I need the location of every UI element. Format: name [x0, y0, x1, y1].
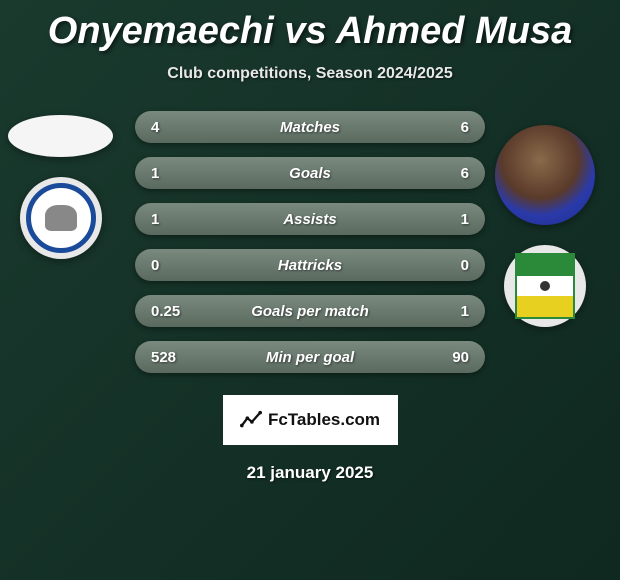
- stat-label: Goals: [289, 165, 331, 182]
- ball-icon: [540, 281, 550, 291]
- chart-icon: [240, 409, 262, 431]
- stat-label: Hattricks: [278, 257, 342, 274]
- page-title: Onyemaechi vs Ahmed Musa: [0, 0, 620, 53]
- stat-row-goals: 1 Goals 6: [135, 157, 485, 189]
- right-player-column: [495, 125, 595, 327]
- stat-row-gpm: 0.25 Goals per match 1: [135, 295, 485, 327]
- left-club-badge: [20, 177, 102, 259]
- branding-text: FcTables.com: [268, 410, 380, 430]
- stat-row-matches: 4 Matches 6: [135, 111, 485, 143]
- stat-right-value: 6: [429, 119, 469, 136]
- stat-label: Goals per match: [251, 303, 369, 320]
- stat-row-assists: 1 Assists 1: [135, 203, 485, 235]
- stat-left-value: 528: [151, 349, 191, 366]
- date-label: 21 january 2025: [0, 463, 620, 483]
- right-club-badge: [504, 245, 586, 327]
- stat-label: Min per goal: [266, 349, 354, 366]
- stat-row-mpg: 528 Min per goal 90: [135, 341, 485, 373]
- left-player-photo: [8, 115, 113, 157]
- stat-label: Assists: [283, 211, 336, 228]
- right-player-photo: [495, 125, 595, 225]
- left-player-column: [8, 115, 113, 259]
- stat-row-hattricks: 0 Hattricks 0: [135, 249, 485, 281]
- stat-left-value: 0.25: [151, 303, 191, 320]
- stat-label: Matches: [280, 119, 340, 136]
- stat-left-value: 1: [151, 211, 191, 228]
- stat-right-value: 1: [429, 303, 469, 320]
- stat-right-value: 1: [429, 211, 469, 228]
- stat-left-value: 4: [151, 119, 191, 136]
- right-club-badge-inner: [515, 253, 575, 319]
- stat-right-value: 0: [429, 257, 469, 274]
- left-club-badge-inner: [26, 183, 96, 253]
- stat-left-value: 1: [151, 165, 191, 182]
- subtitle: Club competitions, Season 2024/2025: [0, 65, 620, 83]
- stat-left-value: 0: [151, 257, 191, 274]
- branding-box: FcTables.com: [223, 395, 398, 445]
- stat-right-value: 6: [429, 165, 469, 182]
- elephant-icon: [45, 205, 77, 231]
- badge-stripe: [517, 296, 573, 317]
- badge-stripe: [517, 255, 573, 276]
- badge-stripe: [517, 276, 573, 297]
- stat-right-value: 90: [429, 349, 469, 366]
